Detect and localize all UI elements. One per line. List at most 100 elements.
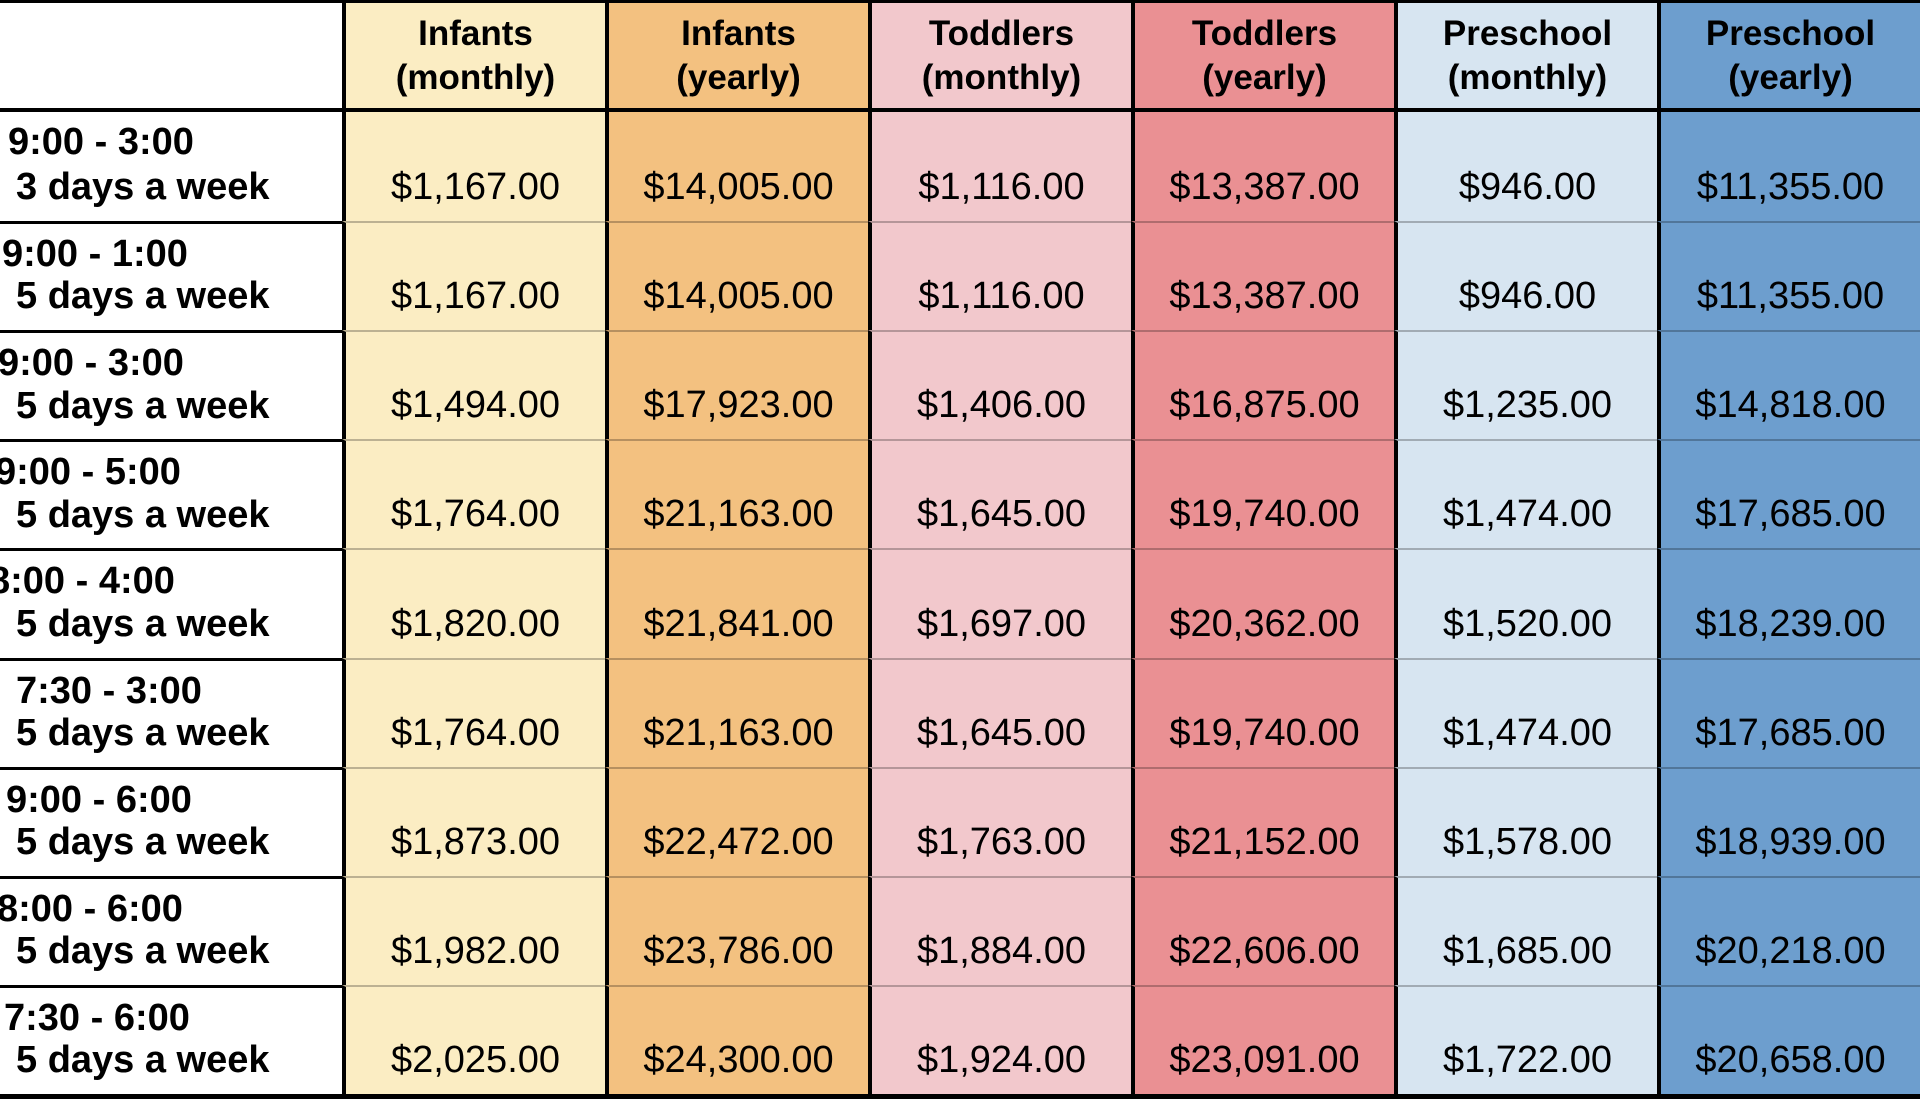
price-cell: $946.00 [1394, 221, 1657, 331]
price-cell: $1,820.00 [342, 548, 605, 658]
price-cell: $946.00 [1394, 112, 1657, 222]
price-cell: $14,005.00 [605, 112, 868, 222]
price-cell: $1,764.00 [342, 657, 605, 767]
schedule-days: 5 days a week [16, 275, 270, 318]
column-header-line2: (monthly) [921, 57, 1082, 97]
price-cell: $1,697.00 [868, 548, 1131, 658]
price-cell: $1,884.00 [868, 875, 1131, 985]
schedule-time: 9:00 - 6:00 [6, 778, 192, 821]
price-cell: $20,658.00 [1657, 984, 1920, 1094]
column-header-line2: (yearly) [1728, 57, 1853, 97]
price-cell: $20,362.00 [1131, 548, 1394, 658]
price-cell: $17,685.00 [1657, 439, 1920, 549]
price-cell: $21,163.00 [605, 439, 868, 549]
row-label: 7:30 - 3:00 5 days a week [0, 657, 342, 767]
price-cell: $14,005.00 [605, 221, 868, 331]
price-cell: $1,116.00 [868, 112, 1131, 222]
column-header-toddlers-monthly: Toddlers (monthly) [868, 3, 1131, 112]
price-cell: $1,924.00 [868, 984, 1131, 1094]
schedule-days: 5 days a week [16, 1039, 270, 1082]
column-header-infants-yearly: Infants (yearly) [605, 3, 868, 112]
column-header-preschool-monthly: Preschool (monthly) [1394, 3, 1657, 112]
price-cell: $19,740.00 [1131, 657, 1394, 767]
schedule-days: 5 days a week [16, 820, 270, 863]
price-cell: $18,239.00 [1657, 548, 1920, 658]
price-cell: $21,841.00 [605, 548, 868, 658]
schedule-days: 3 days a week [16, 166, 270, 209]
column-header-line2: (yearly) [1202, 57, 1327, 97]
price-cell: $11,355.00 [1657, 112, 1920, 222]
price-cell: $1,722.00 [1394, 984, 1657, 1094]
column-header-line1: Toddlers [1191, 14, 1338, 54]
price-cell: $2,025.00 [342, 984, 605, 1094]
price-cell: $16,875.00 [1131, 330, 1394, 440]
schedule-time: 9:00 - 3:00 [0, 342, 184, 385]
column-header-line1: Preschool [1705, 14, 1876, 54]
price-cell: $14,818.00 [1657, 330, 1920, 440]
price-cell: $1,763.00 [868, 766, 1131, 876]
schedule-time: 8:00 - 6:00 [0, 887, 183, 930]
price-cell: $18,939.00 [1657, 766, 1920, 876]
column-header-line2: (yearly) [676, 57, 801, 97]
schedule-time: 7:30 - 3:00 [16, 669, 202, 712]
price-cell: $21,152.00 [1131, 766, 1394, 876]
column-header-line2: (monthly) [1447, 57, 1608, 97]
row-label: 9:00 - 3:00 3 days a week [0, 112, 342, 222]
price-cell: $13,387.00 [1131, 221, 1394, 331]
price-cell: $22,472.00 [605, 766, 868, 876]
column-header-infants-monthly: Infants (monthly) [342, 3, 605, 112]
column-header-preschool-yearly: Preschool (yearly) [1657, 3, 1920, 112]
price-cell: $23,091.00 [1131, 984, 1394, 1094]
price-cell: $1,235.00 [1394, 330, 1657, 440]
price-cell: $1,474.00 [1394, 439, 1657, 549]
price-cell: $1,645.00 [868, 657, 1131, 767]
price-cell: $17,923.00 [605, 330, 868, 440]
row-label: 8:00 - 4:00 5 days a week [0, 548, 342, 658]
price-cell: $1,474.00 [1394, 657, 1657, 767]
schedule-days: 5 days a week [16, 711, 270, 754]
row-label: 9:00 - 6:00 5 days a week [0, 766, 342, 876]
price-cell: $23,786.00 [605, 875, 868, 985]
price-cell: $22,606.00 [1131, 875, 1394, 985]
price-cell: $1,873.00 [342, 766, 605, 876]
column-header-toddlers-yearly: Toddlers (yearly) [1131, 3, 1394, 112]
corner-cell [0, 3, 342, 112]
row-label: 9:00 - 5:00 5 days a week [0, 439, 342, 549]
column-header-line2: (monthly) [395, 57, 556, 97]
price-cell: $1,406.00 [868, 330, 1131, 440]
price-cell: $21,163.00 [605, 657, 868, 767]
price-cell: $1,982.00 [342, 875, 605, 985]
row-label: 9:00 - 3:00 5 days a week [0, 330, 342, 440]
row-label: 8:00 - 6:00 5 days a week [0, 875, 342, 985]
schedule-days: 5 days a week [16, 930, 270, 973]
price-cell: $24,300.00 [605, 984, 868, 1094]
price-cell: $13,387.00 [1131, 112, 1394, 222]
price-cell: $1,167.00 [342, 112, 605, 222]
schedule-time: 9:00 - 5:00 [0, 451, 181, 494]
price-cell: $1,578.00 [1394, 766, 1657, 876]
column-header-line1: Infants [418, 14, 533, 54]
price-cell: $1,685.00 [1394, 875, 1657, 985]
price-cell: $1,167.00 [342, 221, 605, 331]
price-cell: $1,494.00 [342, 330, 605, 440]
price-cell: $20,218.00 [1657, 875, 1920, 985]
row-label: 9:00 - 1:00 5 days a week [0, 221, 342, 331]
schedule-time: 9:00 - 3:00 [8, 121, 194, 163]
price-cell: $1,520.00 [1394, 548, 1657, 658]
price-cell: $19,740.00 [1131, 439, 1394, 549]
price-cell: $1,645.00 [868, 439, 1131, 549]
schedule-time: 7:30 - 6:00 [4, 996, 190, 1039]
schedule-time: 8:00 - 4:00 [0, 560, 175, 603]
column-header-line1: Infants [681, 14, 796, 54]
price-cell: $1,116.00 [868, 221, 1131, 331]
schedule-days: 5 days a week [16, 602, 270, 645]
schedule-time: 9:00 - 1:00 [2, 233, 188, 276]
column-header-line1: Toddlers [928, 14, 1075, 54]
price-cell: $1,764.00 [342, 439, 605, 549]
schedule-days: 5 days a week [16, 384, 270, 427]
price-cell: $17,685.00 [1657, 657, 1920, 767]
row-label: 7:30 - 6:00 5 days a week [0, 984, 342, 1094]
price-cell: $11,355.00 [1657, 221, 1920, 331]
column-header-line1: Preschool [1442, 14, 1613, 54]
